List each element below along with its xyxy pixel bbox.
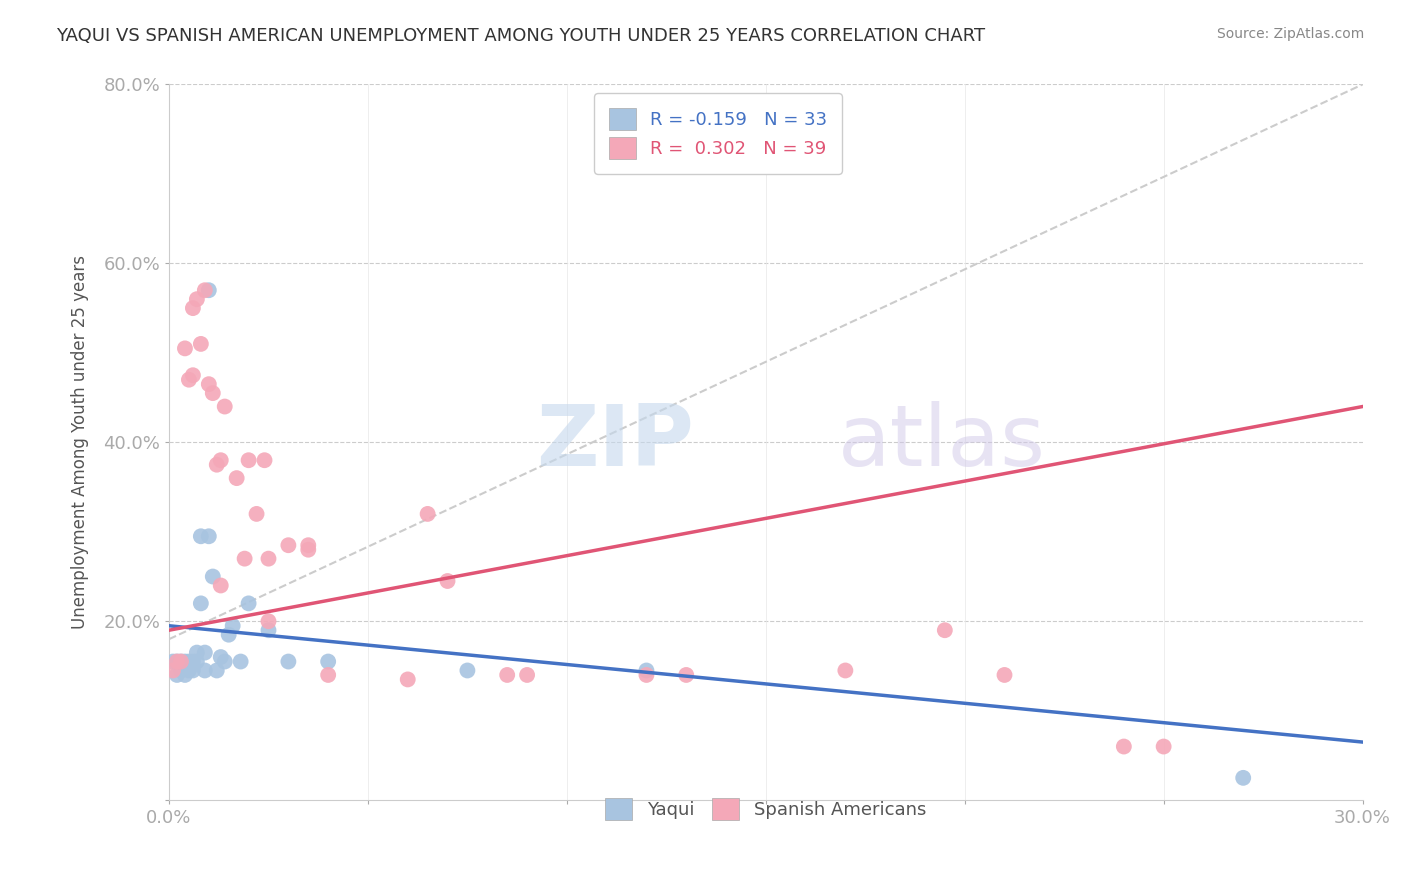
Point xyxy=(205,458,228,472)
Point xyxy=(170,655,193,669)
Point xyxy=(166,655,188,669)
Point xyxy=(186,292,208,306)
Point xyxy=(934,624,956,638)
Point xyxy=(181,301,204,315)
Point xyxy=(214,400,236,414)
Point xyxy=(177,664,200,678)
Text: YAQUI VS SPANISH AMERICAN UNEMPLOYMENT AMONG YOUTH UNDER 25 YEARS CORRELATION CH: YAQUI VS SPANISH AMERICAN UNEMPLOYMENT A… xyxy=(56,27,986,45)
Point xyxy=(257,614,280,628)
Y-axis label: Unemployment Among Youth under 25 years: Unemployment Among Youth under 25 years xyxy=(72,255,89,630)
Point xyxy=(218,628,240,642)
Point xyxy=(166,668,188,682)
Point xyxy=(257,624,280,638)
Point xyxy=(1232,771,1254,785)
Point xyxy=(190,529,212,543)
Point xyxy=(186,655,208,669)
Point xyxy=(166,655,188,669)
Point xyxy=(1153,739,1175,754)
Point xyxy=(675,668,697,682)
Point xyxy=(181,368,204,383)
Point xyxy=(174,655,197,669)
Text: atlas: atlas xyxy=(838,401,1046,483)
Point xyxy=(201,386,224,401)
Point xyxy=(194,283,217,297)
Point xyxy=(238,453,260,467)
Point xyxy=(277,655,299,669)
Point xyxy=(396,673,419,687)
Point xyxy=(993,668,1015,682)
Point xyxy=(177,655,200,669)
Point xyxy=(316,668,339,682)
Point xyxy=(253,453,276,467)
Point xyxy=(209,650,232,665)
Point xyxy=(205,664,228,678)
Point xyxy=(198,377,221,392)
Point xyxy=(170,664,193,678)
Point xyxy=(198,529,221,543)
Point xyxy=(238,596,260,610)
Point xyxy=(297,542,319,557)
Point xyxy=(456,664,478,678)
Point xyxy=(834,664,856,678)
Point xyxy=(198,283,221,297)
Point xyxy=(174,342,197,356)
Point xyxy=(170,655,193,669)
Point xyxy=(297,538,319,552)
Point xyxy=(209,453,232,467)
Point xyxy=(162,655,184,669)
Point xyxy=(316,655,339,669)
Point xyxy=(181,655,204,669)
Point xyxy=(636,668,658,682)
Legend: Yaqui, Spanish Americans: Yaqui, Spanish Americans xyxy=(591,783,941,834)
Text: ZIP: ZIP xyxy=(537,401,695,483)
Point xyxy=(416,507,439,521)
Point xyxy=(496,668,519,682)
Point xyxy=(257,551,280,566)
Point xyxy=(162,664,184,678)
Point xyxy=(214,655,236,669)
Text: Source: ZipAtlas.com: Source: ZipAtlas.com xyxy=(1216,27,1364,41)
Point xyxy=(194,646,217,660)
Point xyxy=(229,655,252,669)
Point xyxy=(225,471,247,485)
Point xyxy=(1112,739,1135,754)
Point xyxy=(190,596,212,610)
Point xyxy=(516,668,538,682)
Point xyxy=(186,646,208,660)
Point xyxy=(201,569,224,583)
Point xyxy=(174,668,197,682)
Point xyxy=(221,619,243,633)
Point xyxy=(177,373,200,387)
Point xyxy=(190,337,212,351)
Point xyxy=(636,664,658,678)
Point xyxy=(181,664,204,678)
Point xyxy=(277,538,299,552)
Point xyxy=(209,578,232,592)
Point xyxy=(233,551,256,566)
Point xyxy=(245,507,267,521)
Point xyxy=(194,664,217,678)
Point xyxy=(436,574,458,588)
